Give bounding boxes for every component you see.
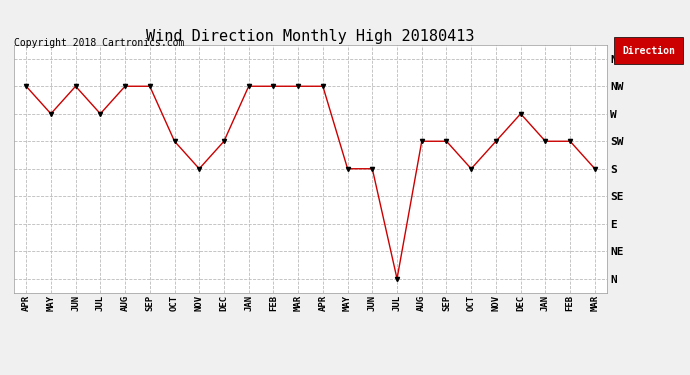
Title: Wind Direction Monthly High 20180413: Wind Direction Monthly High 20180413 (146, 29, 475, 44)
Text: Direction: Direction (622, 46, 675, 56)
Text: Copyright 2018 Cartronics.com: Copyright 2018 Cartronics.com (14, 38, 184, 48)
